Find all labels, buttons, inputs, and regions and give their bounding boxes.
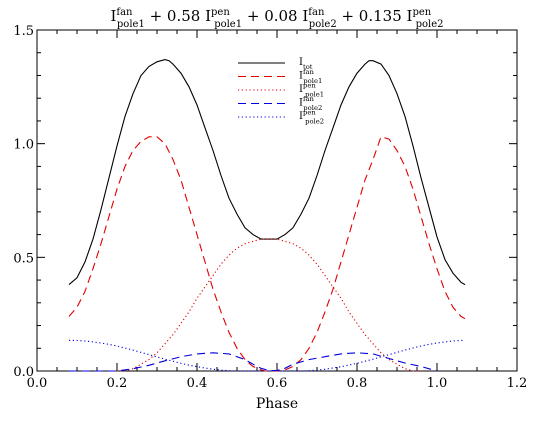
y-tick-labels: 0.0 0.5 1.0 1.5 <box>13 24 34 380</box>
series-line-4 <box>69 352 438 372</box>
series-line-1 <box>68 59 466 286</box>
series-line-5 <box>68 339 466 372</box>
series-line-2 <box>68 136 466 372</box>
x-tick-label: 0.2 <box>107 376 128 391</box>
x-tick-label: 1.0 <box>427 376 448 391</box>
y-tick-label: 1.0 <box>13 138 34 153</box>
y-tick-label: 0.0 <box>13 365 34 380</box>
plot-frame <box>36 29 518 372</box>
series-line-3 <box>117 238 421 372</box>
x-tick-label: 0.8 <box>347 376 368 391</box>
x-tick-label: 0.0 <box>27 376 48 391</box>
legend-label: Itot​ <box>299 57 313 71</box>
x-tick-label: 0.6 <box>267 376 288 391</box>
x-tick-label: 1.2 <box>507 376 528 391</box>
series-group <box>68 59 466 372</box>
x-tick-label: 0.4 <box>187 376 208 391</box>
x-axis-label: Phase <box>256 396 298 412</box>
axis-ticks <box>36 29 518 372</box>
x-tick-labels: 0.0 0.2 0.4 0.6 0.8 1.0 1.2 <box>27 376 528 391</box>
y-tick-label: 0.5 <box>13 251 34 266</box>
legend: Itot​Ifanpole1​Ipenpole1​Ifanpole2​Ipenp… <box>238 57 324 126</box>
y-tick-label: 1.5 <box>13 24 34 39</box>
